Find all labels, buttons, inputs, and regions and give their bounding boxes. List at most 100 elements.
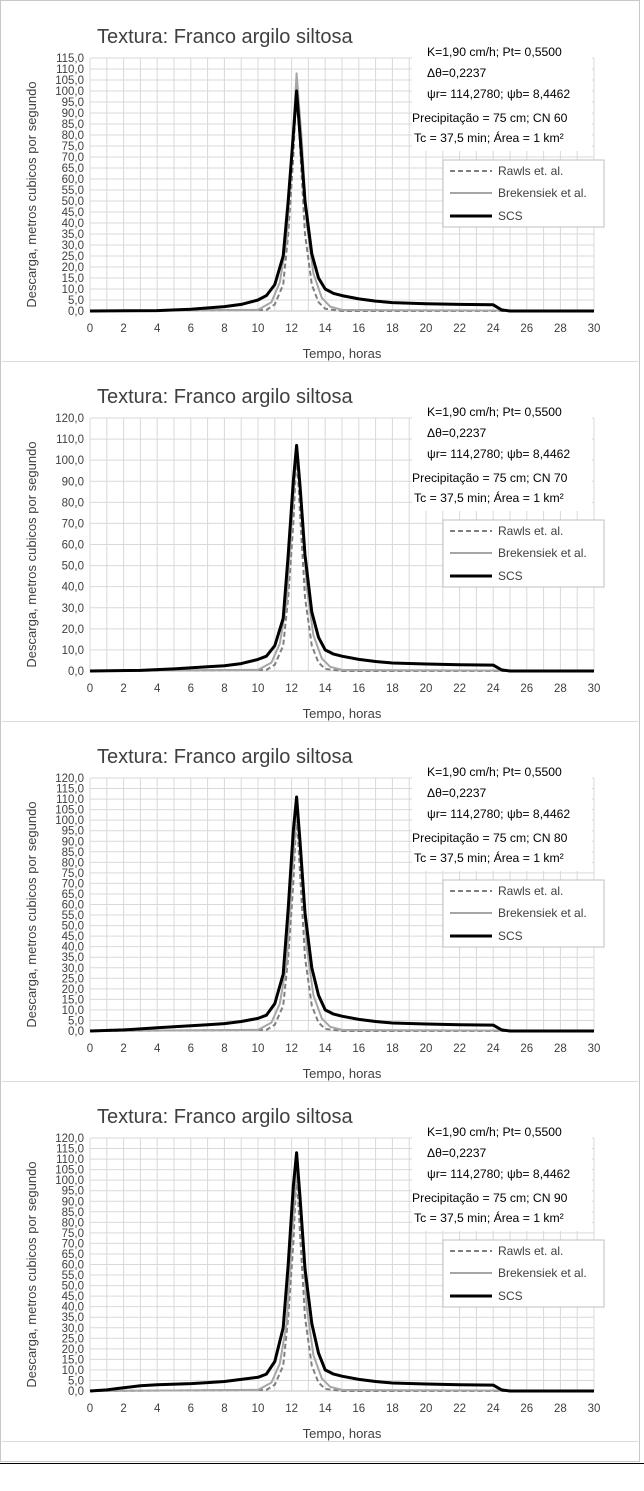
x-tick-label: 6 [188, 1043, 194, 1055]
y-tick-label: 100,0 [55, 1175, 84, 1187]
y-tick-label: 40,0 [62, 218, 84, 230]
series-scs-line [89, 89, 594, 313]
x-tick-label: 2 [120, 1043, 126, 1055]
x-tick-label: 16 [352, 1043, 365, 1055]
y-tick-label: 45,0 [62, 1291, 84, 1303]
x-tick-label: 4 [154, 1043, 161, 1055]
x-tick-label: 8 [221, 323, 227, 335]
y-tick-label: 0,0 [68, 1386, 84, 1398]
x-tick-label: 10 [252, 323, 265, 335]
y-tick-label: 15,0 [62, 994, 84, 1006]
annotation-background [412, 399, 592, 511]
y-tick-label: 95,0 [62, 1186, 84, 1198]
annotation-tc-area: Tc = 37,5 min; Área = 1 km² [414, 1210, 564, 1225]
y-tick-label: 110,0 [56, 1154, 84, 1166]
x-tick-label: 18 [386, 683, 399, 695]
y-tick-label: 50,0 [62, 196, 84, 208]
x-tick-label: 24 [487, 1043, 500, 1055]
y-tick-label: 35,0 [62, 952, 84, 964]
y-tick-label: 65,0 [62, 1249, 84, 1261]
x-tick-label: 10 [252, 1043, 265, 1055]
y-tick-label: 115,0 [56, 1144, 84, 1156]
x-tick-label: 22 [453, 1403, 466, 1415]
y-tick-label: 80,0 [62, 497, 84, 509]
y-tick-label: 55,0 [62, 910, 84, 922]
x-tick-label: 16 [352, 323, 365, 335]
x-tick-label: 26 [520, 683, 533, 695]
y-tick-label: 100,0 [55, 455, 84, 467]
annotation-k-pt: K=1,90 cm/h; Pt= 0,5500 [427, 765, 562, 779]
y-tick-label: 105,0 [55, 75, 84, 87]
y-tick-label: 70,0 [62, 1238, 84, 1250]
y-tick-label: 20,0 [62, 624, 84, 636]
y-tick-label: 70,0 [62, 518, 84, 530]
x-tick-label: 10 [252, 683, 265, 695]
x-tick-label: 28 [554, 1043, 567, 1055]
y-tick-label: 45,0 [62, 207, 84, 219]
y-tick-label: 90,0 [62, 836, 84, 848]
x-tick-label: 22 [453, 683, 466, 695]
legend-label: Brekensiek et al. [498, 186, 587, 200]
x-tick-label: 8 [221, 1403, 227, 1415]
y-tick-label: 70,0 [62, 152, 84, 164]
x-tick-label: 20 [420, 683, 433, 695]
y-tick-label: 115,0 [56, 784, 84, 796]
legend-label: SCS [498, 569, 523, 583]
x-tick-label: 14 [319, 323, 332, 335]
y-tick-label: 30,0 [62, 1323, 84, 1335]
annotation-k-pt: K=1,90 cm/h; Pt= 0,5500 [427, 405, 562, 419]
legend-label: Brekensiek et al. [498, 906, 587, 920]
y-tick-label: 50,0 [62, 1281, 84, 1293]
y-axis-title: Descarga, metros cubicos por segundo [24, 1161, 39, 1387]
annotation-background [412, 759, 592, 871]
x-tick-label: 28 [554, 1403, 567, 1415]
y-tick-label: 85,0 [62, 1207, 84, 1219]
y-tick-label: 80,0 [62, 1217, 84, 1229]
y-tick-label: 15,0 [62, 1354, 84, 1366]
y-tick-label: 120,0 [55, 1133, 84, 1145]
series-scs-line [89, 795, 594, 1033]
x-tick-label: 4 [154, 323, 161, 335]
x-tick-label: 4 [154, 683, 161, 695]
annotation-precipitation-cn: Precipitação = 75 cm; CN 90 [412, 1191, 568, 1205]
x-tick-label: 0 [87, 1403, 93, 1415]
x-tick-label: 12 [285, 1403, 298, 1415]
annotation-psi: ψr= 114,2780; ψb= 8,4462 [427, 87, 570, 101]
chart-panel-cn80: 0,0 5,0 10,0 15,0 20,0 25,0 30,0 35,0 40,0 45,0 50… [2, 721, 638, 1082]
chart-title: Textura: Franco argilo siltosa [97, 1106, 354, 1128]
x-tick-label: 10 [252, 1403, 265, 1415]
x-tick-label: 14 [319, 1043, 332, 1055]
y-axis-title: Descarga, metros cubicos por segundo [24, 441, 39, 667]
annotation-k-pt: K=1,90 cm/h; Pt= 0,5500 [427, 1125, 562, 1139]
y-tick-label: 5,0 [68, 1015, 84, 1027]
x-tick-label: 20 [420, 323, 433, 335]
x-tick-label: 18 [386, 323, 399, 335]
chart-title: Textura: Franco argilo siltosa [97, 26, 354, 48]
y-tick-label: 30,0 [62, 603, 84, 615]
x-axis-title: Tempo, horas [303, 346, 382, 361]
y-axis-title: Descarga, metros cubicos por segundo [24, 801, 39, 1027]
x-tick-label: 2 [120, 323, 126, 335]
series-scs-line [89, 443, 594, 673]
annotation-tc-area: Tc = 37,5 min; Área = 1 km² [414, 850, 564, 865]
chart-title: Textura: Franco argilo siltosa [97, 746, 354, 768]
y-tick-label: 95,0 [62, 826, 84, 838]
y-tick-label: 15,0 [62, 273, 84, 285]
annotation-psi: ψr= 114,2780; ψb= 8,4462 [427, 447, 570, 461]
annotation-tc-area: Tc = 37,5 min; Área = 1 km² [414, 490, 564, 505]
y-tick-label: 10,0 [62, 1005, 84, 1017]
legend-label: Brekensiek et al. [498, 1266, 587, 1280]
y-tick-label: 100,0 [55, 815, 84, 827]
chart-svg: 0,05,010,015,020,025,030,035,040,045,050… [24, 26, 605, 361]
annotation-delta-theta: Δθ=0,2237 [427, 786, 487, 800]
x-tick-label: 30 [588, 323, 601, 335]
y-tick-label: 35,0 [62, 229, 84, 241]
x-tick-label: 8 [221, 1043, 227, 1055]
y-tick-label: 75,0 [62, 1228, 84, 1240]
chart-svg: 0,0 10,0 20,0 30,0 40,0 50,0 60,0 70,0 80,0 90,0 1… [24, 386, 605, 721]
x-tick-label: 12 [285, 683, 298, 695]
x-tick-label: 24 [487, 323, 500, 335]
x-tick-label: 28 [554, 683, 567, 695]
x-tick-label: 16 [352, 683, 365, 695]
x-tick-label: 30 [588, 1043, 601, 1055]
